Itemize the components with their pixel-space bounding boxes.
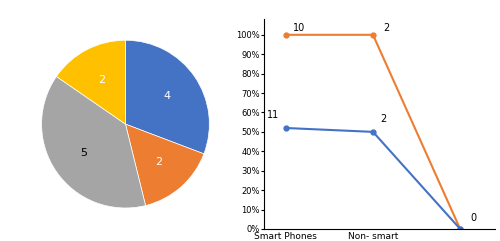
Text: 2: 2 xyxy=(380,114,386,124)
Line: Number: Number xyxy=(284,126,463,231)
Line: contaminated: contaminated xyxy=(284,32,463,231)
contaminated xyxy=(457,228,463,230)
Text: 11: 11 xyxy=(266,110,279,120)
Number xyxy=(370,130,376,133)
Text: 4: 4 xyxy=(164,91,170,100)
Wedge shape xyxy=(56,40,126,124)
Text: 10: 10 xyxy=(293,23,305,33)
Text: 5: 5 xyxy=(80,148,87,158)
Text: 0: 0 xyxy=(470,213,476,223)
Number xyxy=(457,228,463,230)
Wedge shape xyxy=(126,124,204,206)
Text: 2: 2 xyxy=(98,74,105,85)
Wedge shape xyxy=(126,40,210,154)
Wedge shape xyxy=(42,76,146,208)
Number xyxy=(283,127,289,129)
Text: 2: 2 xyxy=(383,23,389,33)
contaminated xyxy=(283,33,289,36)
contaminated xyxy=(370,33,376,36)
Text: 2: 2 xyxy=(156,157,162,167)
